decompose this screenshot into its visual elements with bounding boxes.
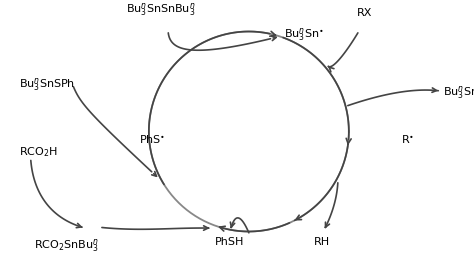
Text: RCO$_2$SnBu$^n_3$: RCO$_2$SnBu$^n_3$: [34, 237, 99, 254]
Text: Bu$^n_3$Sn$^{\bullet}$: Bu$^n_3$Sn$^{\bullet}$: [284, 26, 324, 43]
Text: Bu$^n_3$SnSnBu$^n_3$: Bu$^n_3$SnSnBu$^n_3$: [127, 1, 196, 18]
Text: PhSH: PhSH: [215, 237, 245, 247]
Text: Bu$^n_3$SnX: Bu$^n_3$SnX: [443, 84, 474, 100]
Text: RCO$_2$H: RCO$_2$H: [19, 146, 58, 159]
Text: RX: RX: [357, 8, 373, 18]
Text: Bu$^n_3$SnSPh: Bu$^n_3$SnSPh: [19, 76, 75, 93]
Text: RH: RH: [314, 237, 330, 247]
Text: R$^{\bullet}$: R$^{\bullet}$: [401, 133, 414, 146]
Text: PhS$^{\bullet}$: PhS$^{\bullet}$: [139, 133, 166, 146]
